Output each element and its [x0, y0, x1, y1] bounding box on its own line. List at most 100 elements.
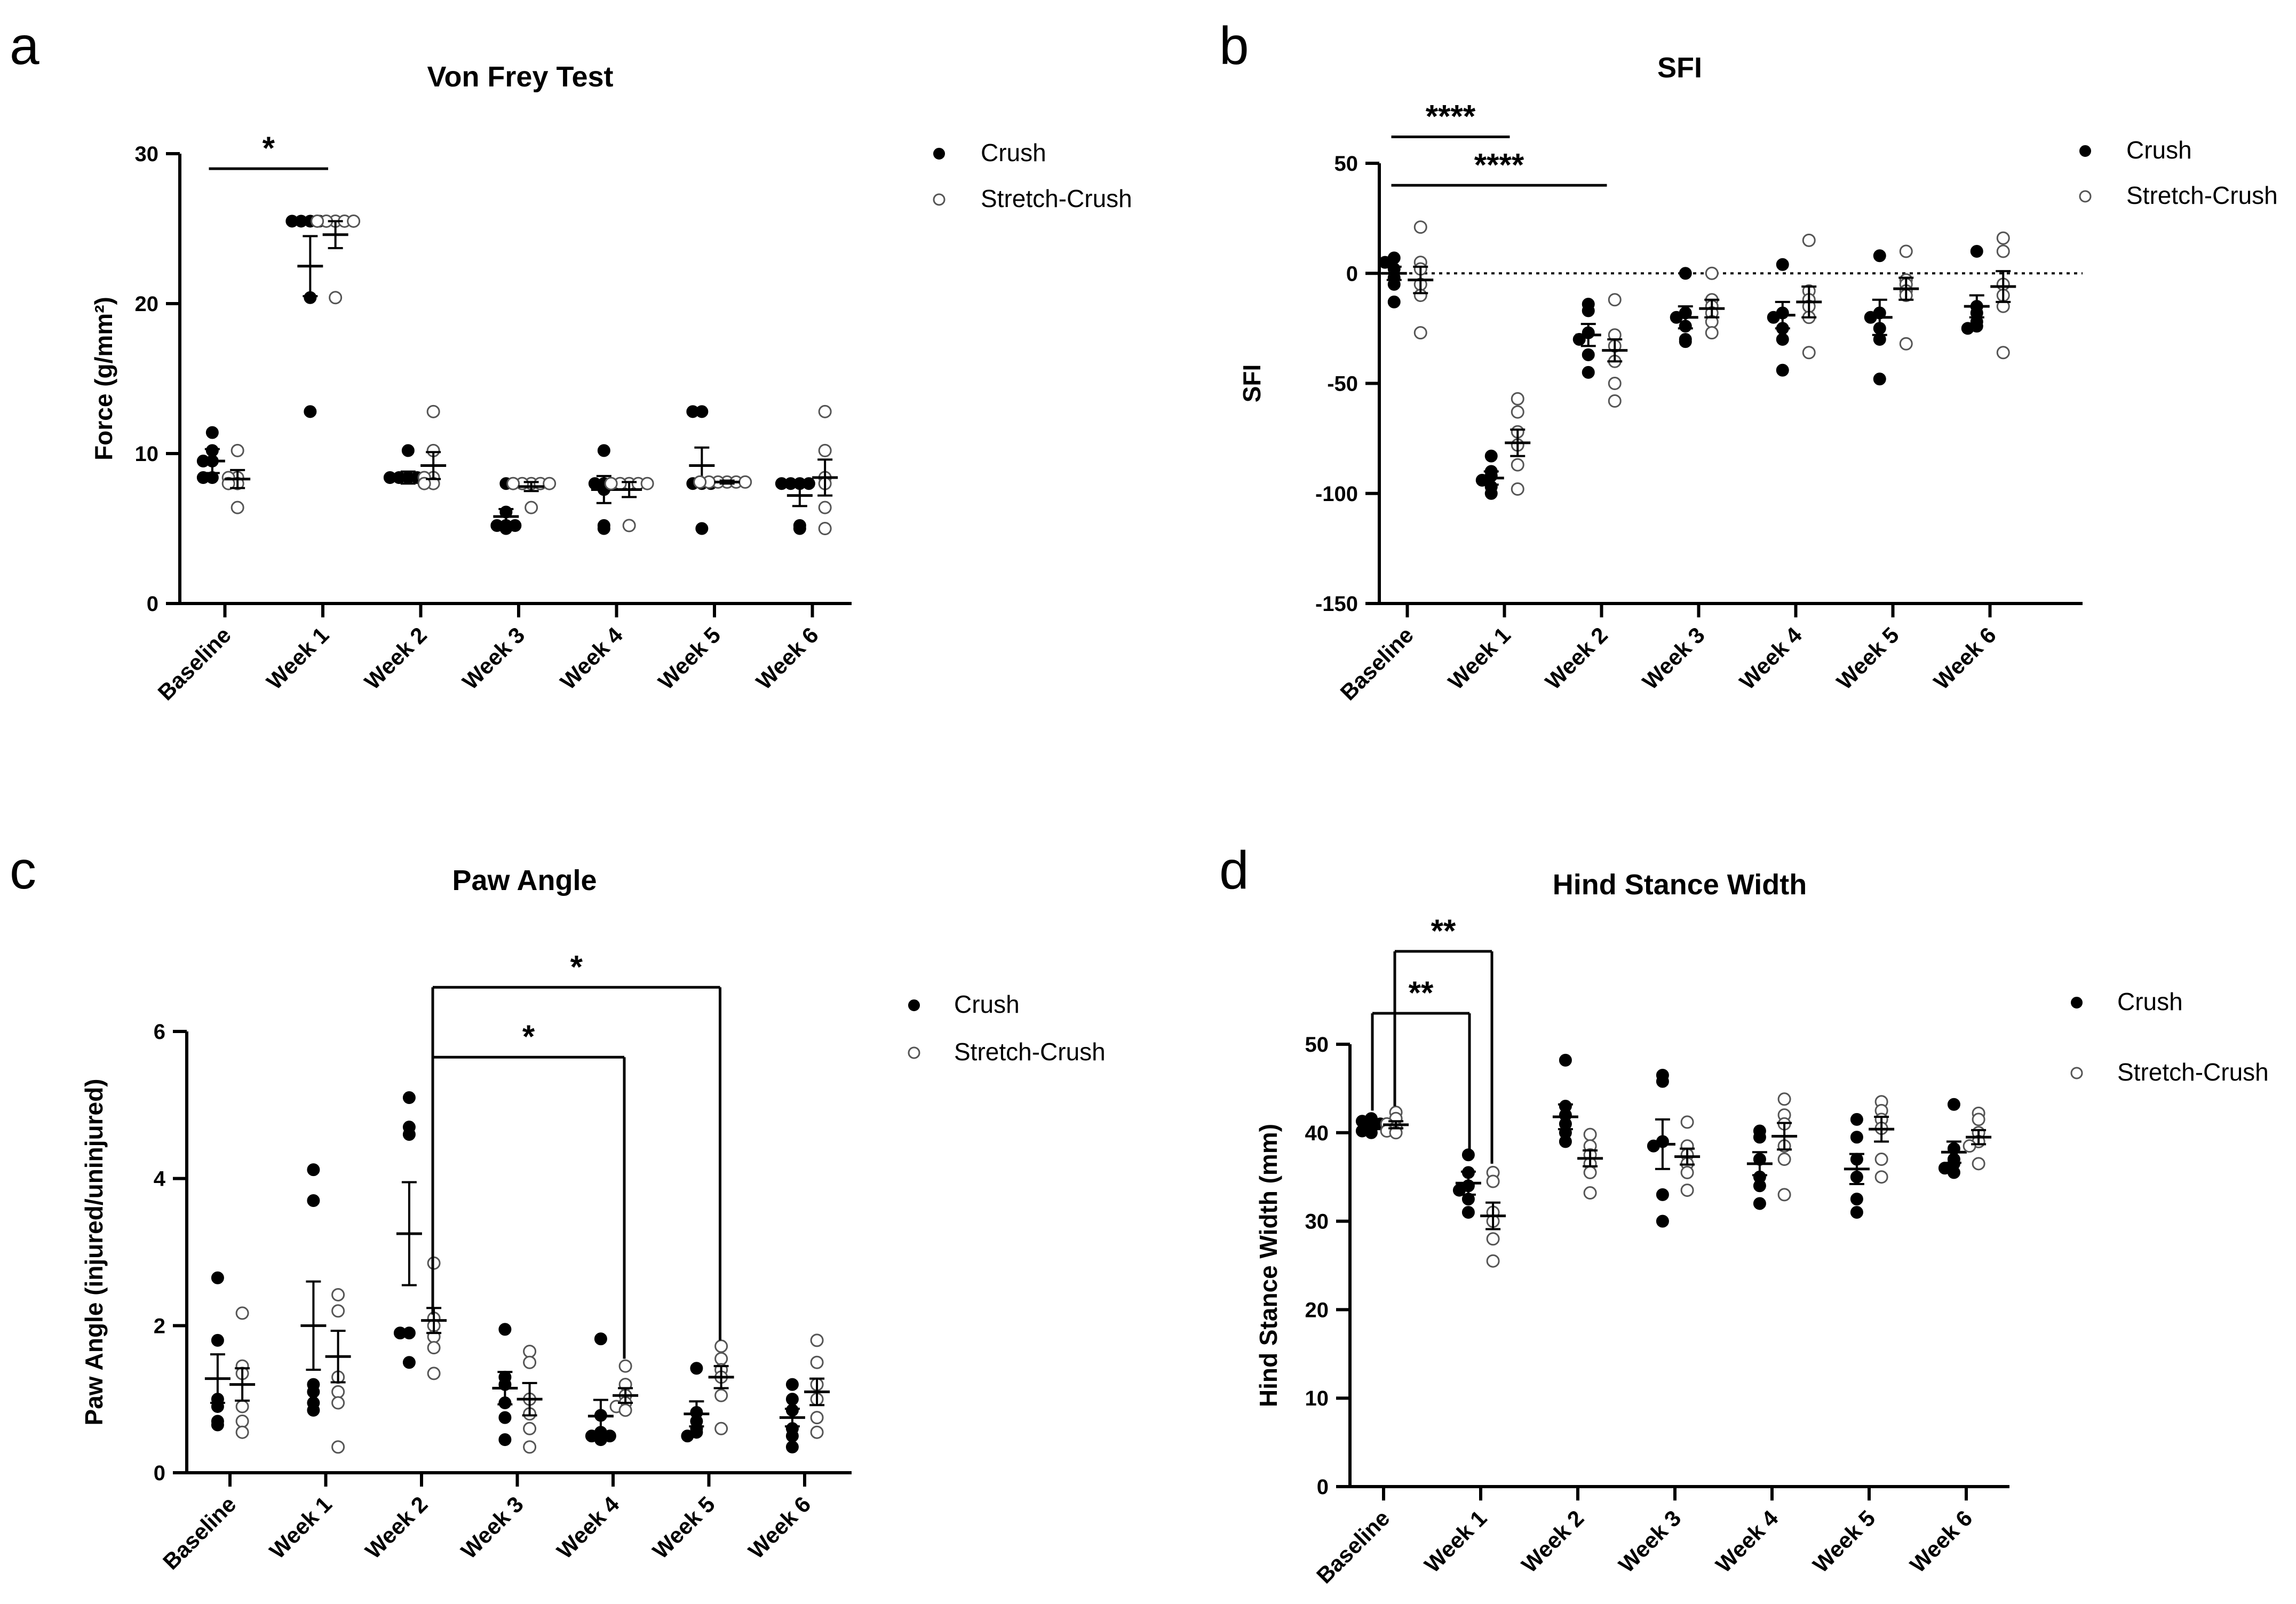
y-axis-label: Hind Stance Width (mm): [1254, 1124, 1282, 1407]
crush-point: [211, 1418, 224, 1432]
y-tick-label: 40: [1305, 1122, 1329, 1145]
x-tick-label: Week 5: [648, 1491, 720, 1563]
crush-point: [402, 1091, 416, 1105]
crush-point: [1582, 366, 1595, 379]
stretch-crush-point: [331, 1396, 345, 1410]
crush-point: [211, 1271, 224, 1284]
x-tick-label: Week 1: [261, 622, 333, 694]
y-tick-label: 20: [135, 292, 159, 316]
crush-point: [785, 1430, 799, 1443]
crush-point: [307, 1163, 320, 1177]
legend: Crush Stretch-Crush: [2079, 136, 2278, 209]
crush-point: [1679, 267, 1692, 280]
x-tick-label: Week 5: [1832, 622, 1904, 694]
panel-letter: c: [10, 840, 36, 900]
crush-point: [498, 1411, 512, 1424]
y-tick-label: 30: [1305, 1210, 1329, 1234]
crush-point: [211, 1333, 224, 1347]
legend-label: Crush: [981, 139, 1046, 166]
stretch-crush-point: [1996, 346, 2010, 360]
stretch-crush-point: [329, 291, 343, 305]
crush-point: [690, 1362, 703, 1375]
stretch-crush-point: [1777, 1153, 1791, 1166]
stretch-crush-point: [543, 477, 557, 490]
stretch-crush-point: [1777, 1092, 1791, 1106]
stretch-crush-point: [1802, 233, 1816, 247]
y-tick-label: -50: [1327, 372, 1358, 396]
stretch-crush-point: [427, 1367, 441, 1380]
stretch-crush-point: [523, 1422, 537, 1435]
x-tick-label: Week 3: [1638, 622, 1710, 694]
stretch-crush-point: [1486, 1254, 1500, 1268]
stretch-crush-point: [810, 1425, 824, 1439]
crush-point: [1559, 1053, 1572, 1067]
y-tick-label: 0: [1317, 1475, 1329, 1499]
crush-point: [1850, 1206, 1863, 1219]
stretch-crush-point: [331, 1288, 345, 1301]
stretch-crush-point: [693, 475, 707, 489]
y-axis-label: Force (g/mm²): [90, 297, 117, 460]
x-tick-label: Week 1: [1443, 622, 1515, 694]
legend-label: Stretch-Crush: [981, 185, 1132, 212]
crush-point: [1776, 333, 1789, 346]
stretch-crush-point: [235, 1306, 249, 1320]
x-tick-label: Baseline: [1312, 1505, 1394, 1588]
crush-point: [402, 1127, 416, 1141]
x-tick-label: Week 4: [555, 622, 628, 695]
crush-point: [1484, 449, 1498, 463]
stretch-crush-point: [1583, 1127, 1597, 1141]
crush-point: [1776, 258, 1789, 271]
stretch-crush-point: [347, 214, 361, 228]
stretch-crush-point: [618, 1359, 632, 1373]
legend-open-marker: [2070, 1067, 2083, 1079]
stretch-crush-point: [1608, 377, 1622, 390]
significance-label: *: [570, 949, 583, 984]
x-tick-label: Week 6: [1905, 1505, 1977, 1577]
stretch-crush-point: [810, 1333, 824, 1347]
stretch-crush-point: [714, 1339, 728, 1353]
stretch-crush-point: [235, 1415, 249, 1428]
crush-point: [307, 1194, 320, 1208]
stretch-crush-point: [221, 477, 235, 490]
stretch-crush-point: [818, 443, 832, 457]
crush-point: [498, 1323, 512, 1336]
stretch-crush-point: [427, 1341, 441, 1355]
legend-filled-marker: [2071, 997, 2083, 1009]
y-tick-label: 0: [154, 1462, 165, 1485]
crush-point: [498, 1433, 512, 1446]
legend-label: Stretch-Crush: [2117, 1058, 2269, 1086]
stretch-crush-point: [331, 1440, 345, 1454]
crush-point: [1873, 372, 1886, 386]
legend: Crush Stretch-Crush: [908, 990, 1106, 1066]
crush-point: [304, 405, 317, 418]
stretch-crush-point: [1705, 326, 1719, 340]
crush-point: [1850, 1113, 1863, 1126]
legend-label: Stretch-Crush: [2126, 181, 2278, 209]
legend-label: Crush: [2117, 988, 2183, 1015]
crush-point: [681, 1430, 694, 1443]
stretch-crush-point: [1511, 405, 1524, 419]
stretch-crush-point: [1996, 244, 2010, 258]
crush-point: [307, 1403, 320, 1417]
legend-open-marker: [2079, 190, 2092, 203]
y-tick-label: 0: [147, 592, 158, 616]
y-tick-label: 50: [1305, 1033, 1329, 1057]
stretch-crush-point: [622, 519, 636, 533]
x-tick-label: Week 6: [1929, 622, 2001, 694]
stretch-crush-point: [1511, 482, 1524, 496]
stretch-crush-point: [1413, 220, 1427, 234]
stretch-crush-point: [417, 477, 431, 490]
stretch-crush-point: [1802, 346, 1816, 360]
stretch-crush-point: [506, 477, 520, 490]
crush-point: [785, 1378, 799, 1391]
x-tick-label: Week 3: [1614, 1505, 1686, 1577]
crush-point: [1484, 487, 1498, 500]
x-tick-label: Week 5: [653, 622, 725, 694]
stretch-crush-point: [1486, 1174, 1500, 1188]
x-tick-label: Baseline: [1335, 622, 1418, 705]
stretch-crush-point: [1963, 1139, 1976, 1153]
stretch-crush-point: [640, 477, 654, 490]
significance-label: *: [522, 1019, 535, 1054]
crush-point: [1559, 1135, 1572, 1148]
x-tick-label: Week 2: [1516, 1505, 1588, 1577]
